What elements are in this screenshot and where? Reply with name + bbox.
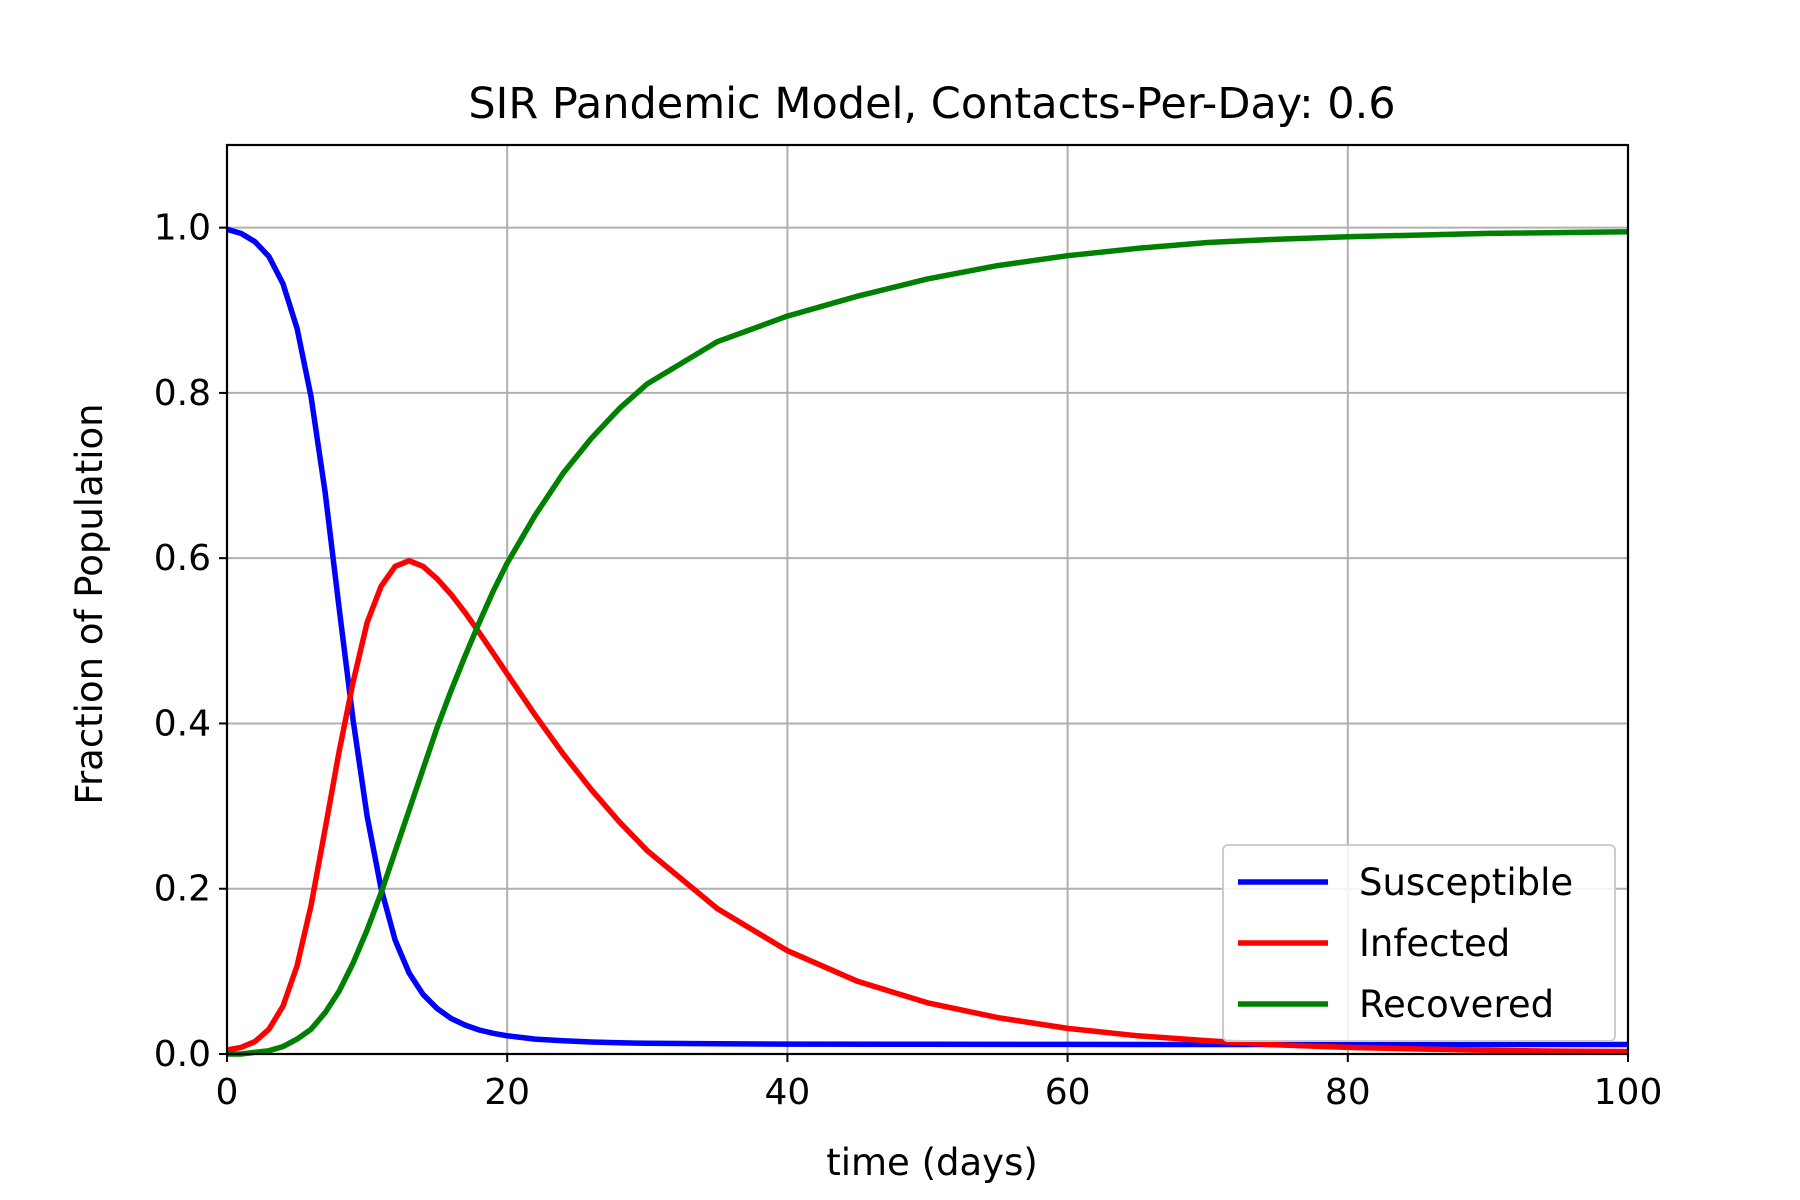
legend-label-susceptible: Susceptible [1359,861,1573,904]
legend-label-recovered: Recovered [1359,983,1554,1026]
x-axis-label: time (days) [826,1141,1038,1184]
x-tick-label: 60 [1045,1072,1091,1113]
plot-frame [225,143,1630,1056]
legend: Susceptible Infected Recovered [1222,844,1616,1042]
x-tick-label: 0 [216,1072,239,1113]
x-tick-label: 100 [1594,1072,1663,1113]
x-tick-label: 80 [1325,1072,1371,1113]
y-tick-label: 0.6 [154,538,211,579]
legend-label-infected: Infected [1359,922,1510,965]
x-tick-label: 40 [764,1072,810,1113]
y-tick-label: 1.0 [154,208,211,249]
grid [226,145,1629,1055]
y-axis-label: Fraction of Population [68,403,111,804]
series-line-recovered [227,229,1629,1057]
chart-title: SIR Pandemic Model, Contacts-Per-Day: 0.… [468,79,1395,129]
y-tick-label: 0.4 [154,703,211,744]
x-tick-label: 20 [484,1072,530,1113]
series-lines [226,226,1629,1057]
y-tick-label: 0.8 [154,373,211,414]
axis-ticks: 0 20 40 60 80 100 0.0 0.2 0.4 0.6 0.8 1.0 [154,208,1663,1113]
y-tick-label: 0.0 [154,1034,211,1075]
y-tick-label: 0.2 [154,869,211,910]
series-line-susceptible [226,226,1628,1048]
legend-frame [1222,844,1616,1042]
series-line-infected [226,557,1629,1055]
